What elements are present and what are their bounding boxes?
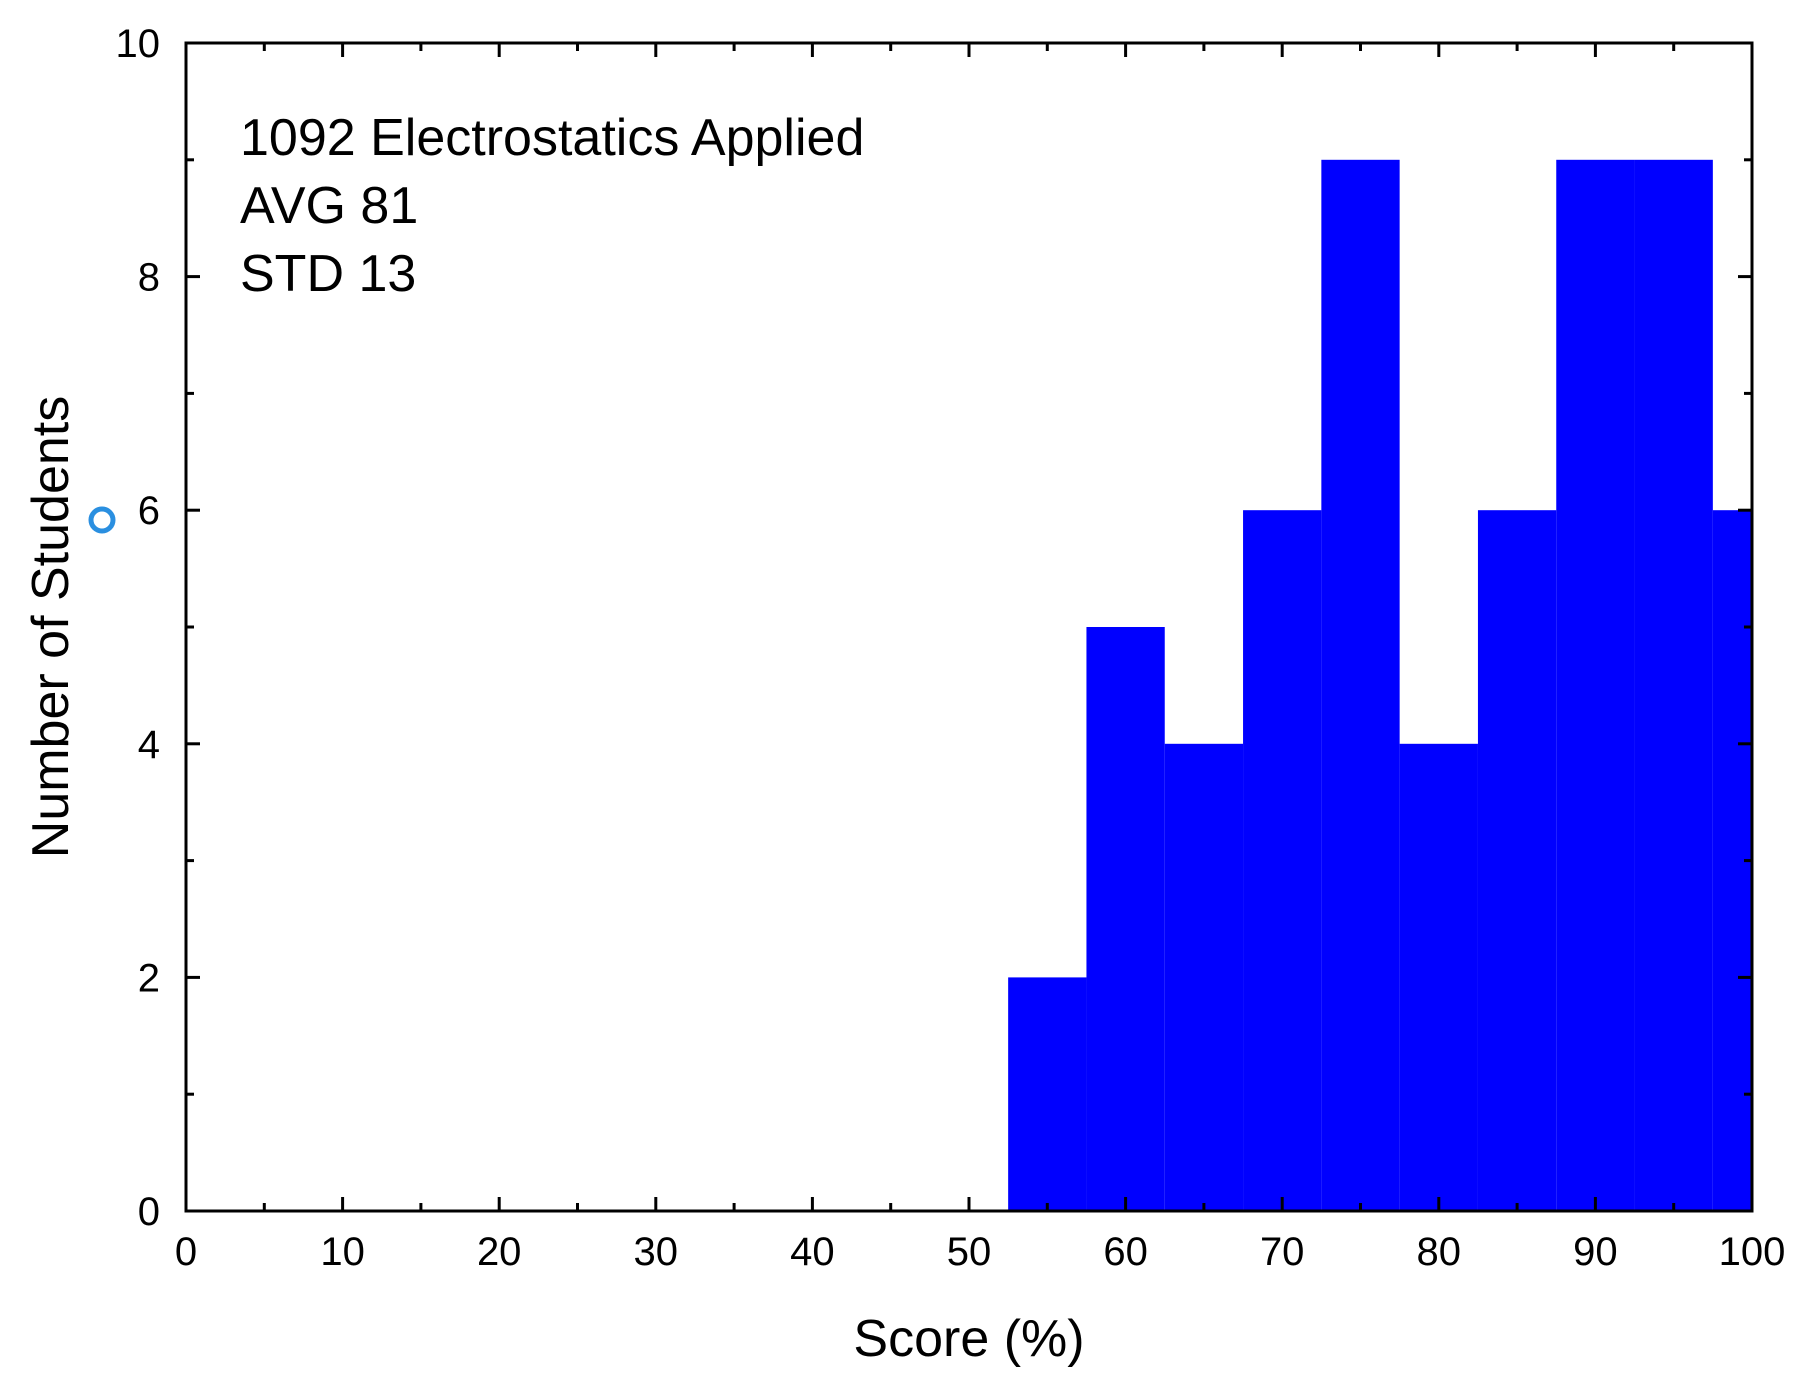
x-tick-label: 60 [1103, 1230, 1148, 1274]
x-tick-label: 30 [634, 1230, 679, 1274]
y-tick-label: 10 [116, 22, 161, 66]
x-tick-labels: 0 10 20 30 40 50 60 70 80 90 100 [175, 1230, 1786, 1274]
x-tick-label: 90 [1573, 1230, 1618, 1274]
x-tick-label: 80 [1417, 1230, 1462, 1274]
y-tick-label: 2 [138, 956, 160, 1000]
y-tick-label: 8 [138, 256, 160, 300]
cursor-marker [88, 506, 116, 534]
y-tick-label: 4 [138, 723, 160, 767]
histogram-bar [1634, 159, 1713, 1211]
x-tick-label: 20 [477, 1230, 522, 1274]
y-axis-title: Number of Students [22, 396, 80, 858]
histogram-bar [1556, 159, 1635, 1211]
histogram-bar [1008, 977, 1087, 1211]
annotation-line: STD 13 [240, 245, 416, 303]
bars-layer [1008, 159, 1752, 1211]
y-tick-label: 6 [138, 489, 160, 533]
x-tick-label: 40 [790, 1230, 835, 1274]
x-axis-title: Score (%) [853, 1310, 1084, 1368]
x-tick-label: 50 [947, 1230, 992, 1274]
annotation-line: 1092 Electrostatics Applied [240, 109, 864, 167]
y-tick-labels: 0 2 4 6 8 10 [116, 22, 161, 1234]
histogram-bar [1243, 510, 1322, 1211]
x-tick-label: 0 [175, 1230, 197, 1274]
histogram-bar [1399, 743, 1478, 1211]
annotations: 1092 Electrostatics Applied AVG 81 STD 13 [240, 109, 864, 303]
x-tick-label: 70 [1260, 1230, 1305, 1274]
y-tick-label: 0 [138, 1190, 160, 1234]
x-tick-label: 100 [1719, 1230, 1786, 1274]
histogram-bar [1086, 627, 1165, 1211]
histogram-bar [1164, 743, 1244, 1211]
x-tick-label: 10 [320, 1230, 365, 1274]
plot-frame [184, 41, 1754, 1213]
histogram-bar [1477, 510, 1557, 1211]
histogram-bar [1321, 159, 1400, 1211]
annotation-line: AVG 81 [240, 177, 418, 235]
